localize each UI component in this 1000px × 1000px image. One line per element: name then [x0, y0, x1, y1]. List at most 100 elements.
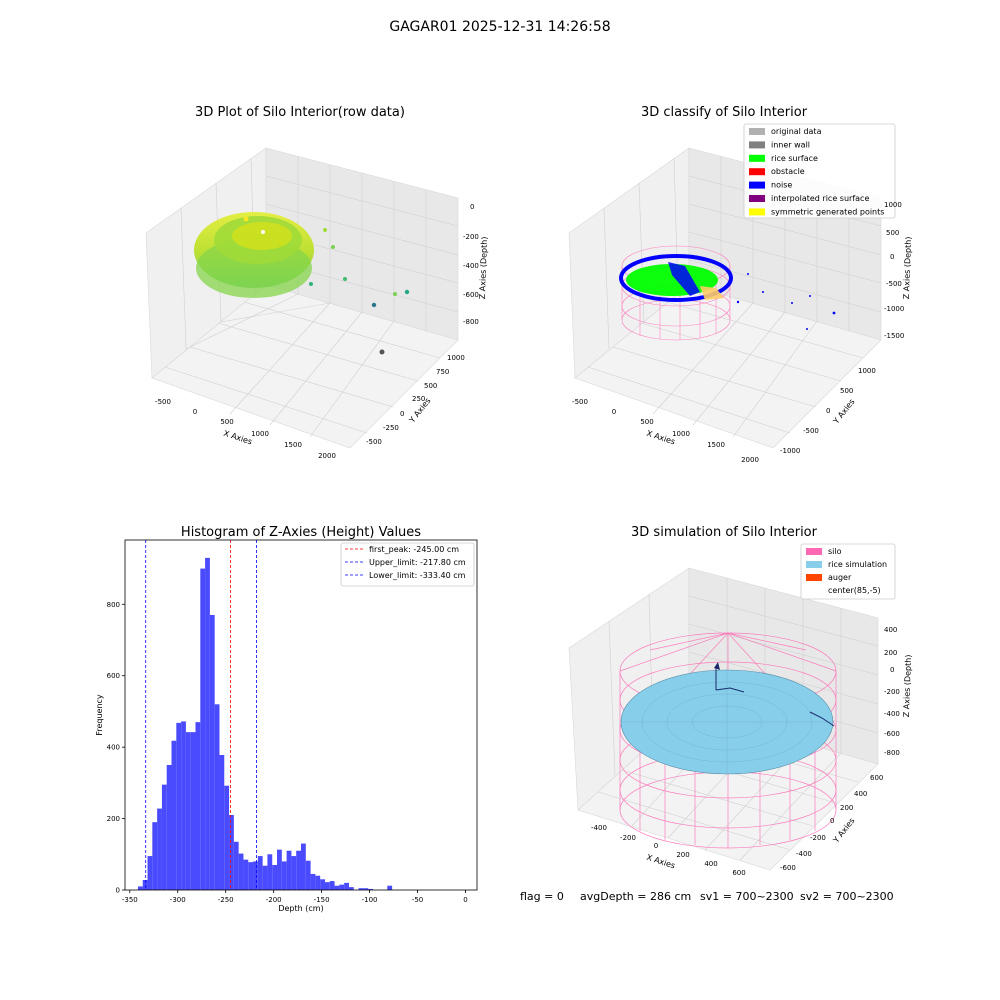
hist-bar — [310, 873, 316, 890]
hist-bar — [195, 722, 201, 890]
raw-grid-lines — [164, 156, 459, 438]
sim-auger-top — [714, 662, 720, 670]
raw-ztick: -200 — [463, 233, 479, 241]
cls-legend-label: rice surface — [771, 154, 818, 163]
cls-xtick: -500 — [572, 398, 588, 406]
hist-bar — [348, 887, 354, 890]
sim-ytick: -200 — [810, 834, 826, 842]
hist-xtick-label: -150 — [314, 896, 330, 904]
sim-z-ticks: 400 200 0 -200 -400 -600 -800 — [884, 626, 900, 757]
hist-legend-label: Lower_limit: -333.40 cm — [369, 571, 466, 580]
cls-y-label: Y Axies — [831, 397, 857, 426]
sim-legend: silo rice simulation auger center(85,-5) — [800, 543, 896, 600]
hist-bar — [248, 862, 254, 890]
hist-bar — [171, 740, 177, 890]
raw-xtick: 1500 — [284, 441, 302, 449]
cls-legend-frame — [743, 123, 896, 219]
raw-ring-hole — [232, 222, 292, 250]
hist-bar — [190, 732, 196, 890]
panel-classify: 3D classify of Silo Interior — [568, 105, 913, 464]
raw-ytick: 500 — [424, 382, 437, 390]
sim-ytick: -600 — [780, 864, 796, 872]
hist-bar — [185, 732, 191, 890]
hist-legend-label: Upper_limit: -217.80 cm — [369, 558, 466, 567]
hist-bar — [324, 882, 330, 890]
hist-ytick-label: 0 — [116, 887, 120, 895]
cls-z-label: Z Axies (Depth) — [902, 236, 913, 299]
hist-bar — [200, 568, 206, 890]
raw-ytick: -500 — [366, 438, 382, 446]
raw-xtick: 2000 — [318, 452, 336, 460]
raw-z-ticks: 0 -200 -400 -600 -800 — [463, 203, 479, 326]
raw-x-label: X Axies — [222, 429, 253, 447]
hist-xtick-label: -100 — [362, 896, 378, 904]
hist-vlines — [145, 540, 257, 890]
sim-legend-label: auger — [828, 573, 852, 582]
hist-bar — [181, 721, 186, 890]
sim-ztick: 200 — [884, 649, 897, 657]
hist-legend: first_peak: -245.00 cm Upper_limit: -217.… — [340, 542, 475, 587]
hist-legend-label: first_peak: -245.00 cm — [369, 545, 459, 554]
footer-sv1: sv1 = 700~2300 — [700, 890, 794, 903]
cls-noise-outliers — [736, 273, 836, 330]
hist-bar — [291, 856, 297, 890]
panel-classify-title: 3D classify of Silo Interior — [641, 105, 808, 120]
sim-ytick: -400 — [796, 850, 812, 858]
cls-legend-label: obstacle — [771, 167, 805, 176]
sim-legend-swatch — [806, 574, 822, 581]
hist-xtick-label: -300 — [170, 896, 186, 904]
hist-bar — [257, 856, 263, 890]
panel-sim-title: 3D simulation of Silo Interior — [631, 525, 818, 540]
hist-xtick-label: -350 — [122, 896, 138, 904]
raw-ztick: -400 — [463, 262, 479, 270]
panel-histogram: Histogram of Z-Axies (Height) Values -35… — [95, 525, 478, 913]
hist-ytick-label: 200 — [107, 815, 120, 823]
cls-symmetric-points — [700, 286, 724, 300]
cls-legend-swatch — [749, 208, 765, 216]
cls-legend-swatch — [749, 141, 765, 149]
hist-bar — [205, 557, 210, 890]
sim-x-label: X Axies — [645, 853, 676, 871]
sim-z-label: Z Axies (Depth) — [902, 654, 913, 717]
cls-ytick: 1000 — [858, 367, 876, 375]
sim-xtick: -200 — [620, 834, 636, 842]
cls-x-ticks: -500 0 500 1000 1500 2000 — [572, 398, 759, 464]
cls-noise-cluster — [668, 262, 700, 296]
sim-rice-mesh — [621, 670, 833, 774]
hist-bar — [161, 784, 167, 890]
footer-sv2: sv2 = 700~2300 — [800, 890, 894, 903]
footer-flag: flag = 0 — [520, 890, 564, 903]
cls-legend-swatch — [749, 195, 765, 202]
sim-ytick: 200 — [840, 804, 853, 812]
cls-z-ticks: 1000 500 0 -500 -1000 -1500 — [884, 201, 904, 340]
raw-xtick: -500 — [155, 398, 171, 406]
footer-avg-depth: avgDepth = 286 cm — [580, 890, 691, 903]
cls-ytick: -1000 — [780, 447, 800, 455]
cls-ztick: -1500 — [884, 332, 904, 340]
raw-ytick: 250 — [412, 395, 425, 403]
hist-bar — [262, 865, 268, 890]
cls-legend-label: original data — [771, 127, 822, 136]
hist-bar — [224, 785, 230, 890]
hist-plot-frame — [124, 539, 478, 891]
cls-legend-swatch — [749, 181, 765, 189]
hist-bar — [229, 815, 234, 890]
hist-bar — [329, 881, 335, 890]
hist-bar — [286, 850, 292, 890]
hist-bar — [344, 882, 349, 890]
hist-ytick-label: 800 — [107, 601, 120, 609]
sim-ytick: 400 — [854, 790, 867, 798]
hist-x-label: Depth (cm) — [278, 904, 323, 913]
sim-ztick: -200 — [884, 688, 900, 696]
hist-bar — [281, 861, 287, 890]
footer-status: flag = 0 avgDepth = 286 cm sv1 = 700~230… — [520, 890, 894, 903]
cls-legend-label: interpolated rice surface — [771, 194, 869, 203]
panel-raw-data: 3D Plot of Silo Interior(row data) — [145, 105, 489, 460]
sim-legend-label: silo — [828, 547, 842, 556]
raw-ytick: 1000 — [447, 354, 465, 362]
raw-x-ticks: -500 0 500 1000 1500 2000 — [155, 398, 336, 460]
hist-ytick-label: 600 — [107, 672, 120, 680]
cls-xtick: 1000 — [672, 430, 690, 438]
hist-bar — [176, 722, 182, 890]
hist-x-ticks: -350 -300 -250 -200 -150 -100 -50 0 — [122, 890, 468, 904]
